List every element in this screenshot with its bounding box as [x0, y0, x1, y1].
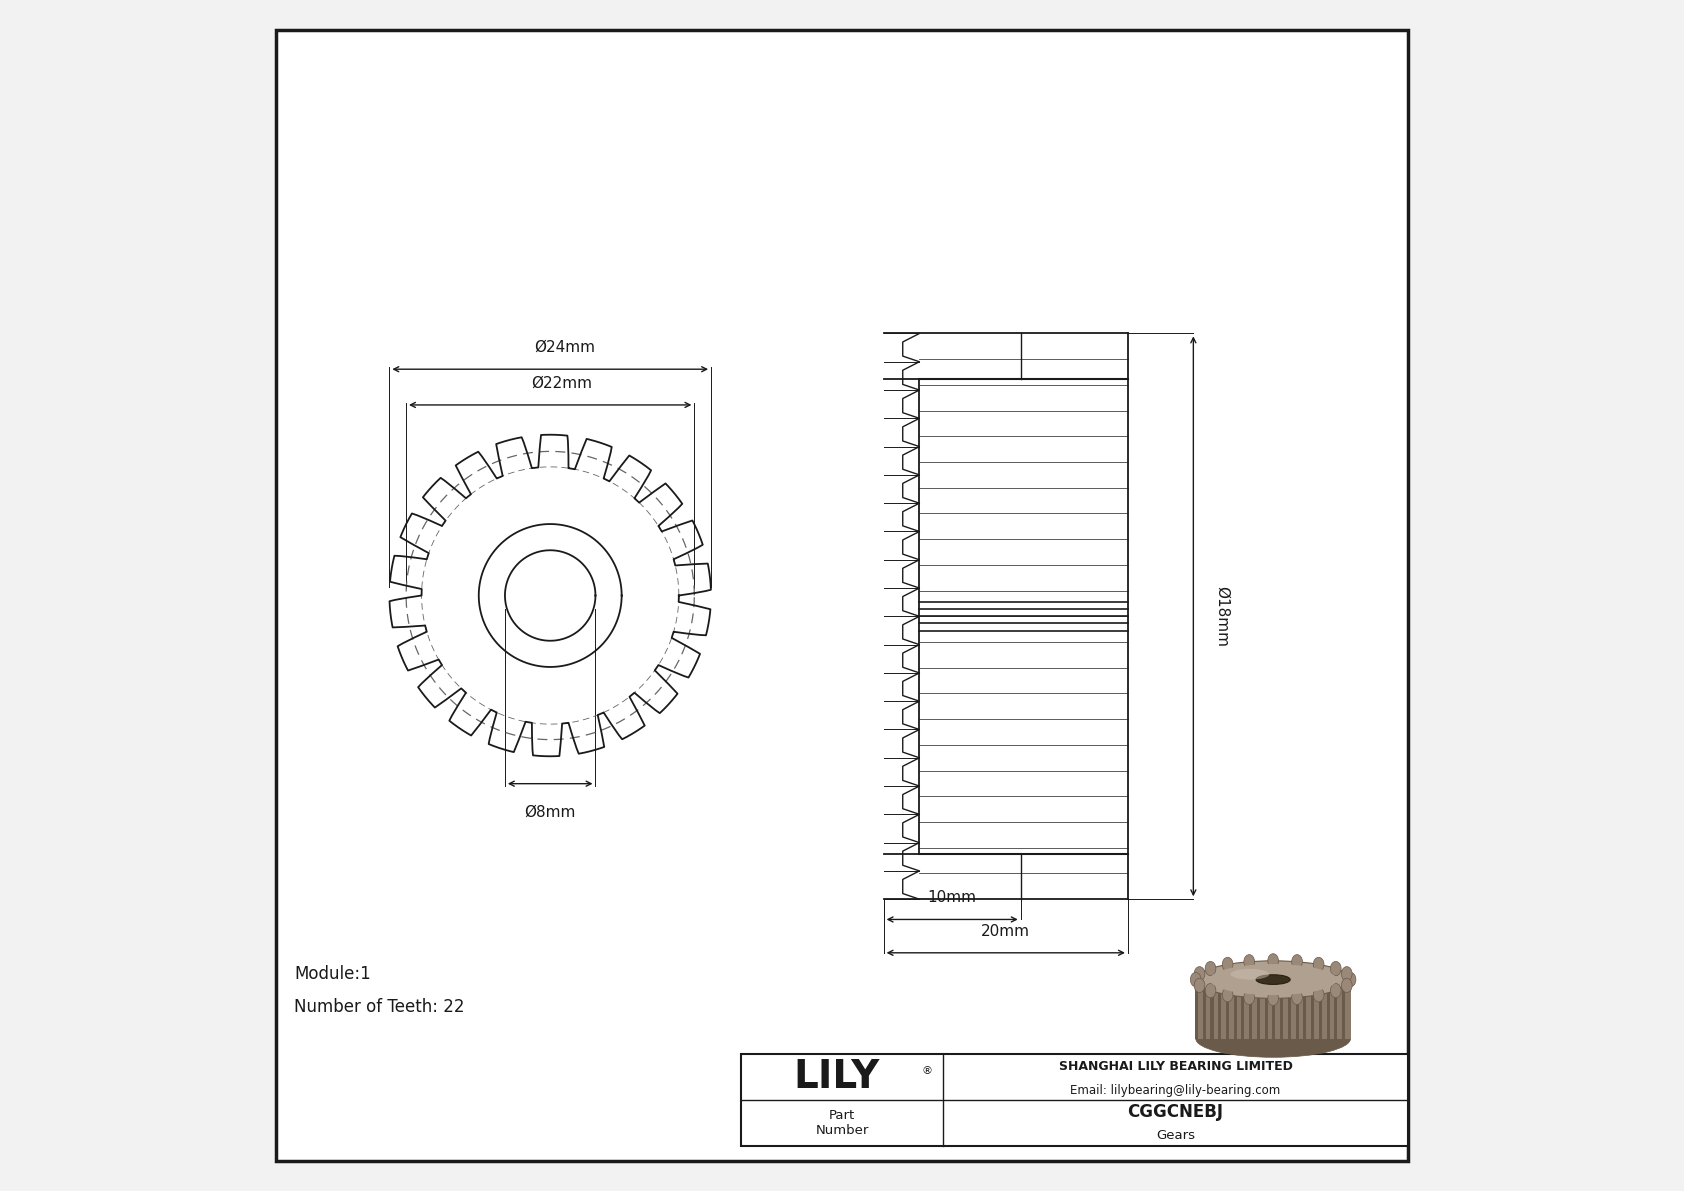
Text: Part
Number: Part Number [815, 1109, 869, 1137]
Ellipse shape [1268, 954, 1278, 968]
Text: 20mm: 20mm [982, 923, 1031, 939]
Ellipse shape [1268, 991, 1278, 1005]
Ellipse shape [1209, 964, 1337, 996]
Ellipse shape [1292, 955, 1302, 969]
Ellipse shape [1206, 984, 1216, 998]
Ellipse shape [1223, 958, 1233, 972]
Ellipse shape [1191, 972, 1201, 986]
Bar [1218, 979, 1221, 1039]
Text: Ø8mm: Ø8mm [524, 805, 576, 821]
Text: LILY: LILY [793, 1058, 879, 1096]
Bar [1265, 979, 1268, 1039]
Bar [1312, 979, 1314, 1039]
Text: Ø22mm: Ø22mm [532, 375, 593, 391]
Ellipse shape [1196, 1019, 1351, 1058]
Ellipse shape [1292, 990, 1302, 1004]
Bar [1342, 979, 1346, 1039]
Bar [1280, 979, 1283, 1039]
Text: CGGCNEBJ: CGGCNEBJ [1128, 1103, 1224, 1121]
Text: Number of Teeth: 22: Number of Teeth: 22 [295, 998, 465, 1016]
FancyBboxPatch shape [1196, 979, 1351, 1039]
Ellipse shape [1244, 955, 1255, 969]
Ellipse shape [1346, 972, 1356, 986]
Ellipse shape [1342, 967, 1352, 981]
Ellipse shape [1314, 958, 1324, 972]
Ellipse shape [1194, 967, 1204, 981]
Bar [1256, 979, 1260, 1039]
Text: Gears: Gears [1155, 1129, 1196, 1142]
Ellipse shape [1223, 987, 1233, 1002]
Bar [1327, 979, 1330, 1039]
Bar [1250, 979, 1253, 1039]
Bar [1319, 979, 1322, 1039]
Text: ®: ® [921, 1066, 931, 1075]
Bar [1295, 979, 1298, 1039]
Ellipse shape [1256, 974, 1290, 985]
Ellipse shape [1206, 961, 1216, 975]
Text: Email: lilybearing@lily-bearing.com: Email: lilybearing@lily-bearing.com [1071, 1084, 1280, 1097]
Ellipse shape [1231, 969, 1270, 979]
Text: Ø18mm: Ø18mm [1214, 586, 1229, 647]
Text: Module:1: Module:1 [295, 965, 370, 983]
Text: SHANGHAI LILY BEARING LIMITED: SHANGHAI LILY BEARING LIMITED [1059, 1060, 1292, 1073]
Ellipse shape [1244, 990, 1255, 1004]
Bar [1273, 979, 1275, 1039]
Bar [1196, 979, 1197, 1039]
Ellipse shape [1194, 978, 1204, 992]
Bar [1202, 979, 1206, 1039]
Bar [1303, 979, 1307, 1039]
Text: Ø24mm: Ø24mm [534, 339, 594, 355]
Ellipse shape [1196, 961, 1351, 998]
Bar [1334, 979, 1337, 1039]
Ellipse shape [1314, 987, 1324, 1002]
Bar [1241, 979, 1244, 1039]
Bar [1288, 979, 1292, 1039]
Bar [741, 1054, 1408, 1146]
Bar [1226, 979, 1229, 1039]
Ellipse shape [1330, 961, 1340, 975]
Ellipse shape [1330, 984, 1340, 998]
Ellipse shape [1342, 978, 1352, 992]
Bar [1211, 979, 1214, 1039]
Text: 10mm: 10mm [928, 890, 977, 905]
Bar [1234, 979, 1236, 1039]
